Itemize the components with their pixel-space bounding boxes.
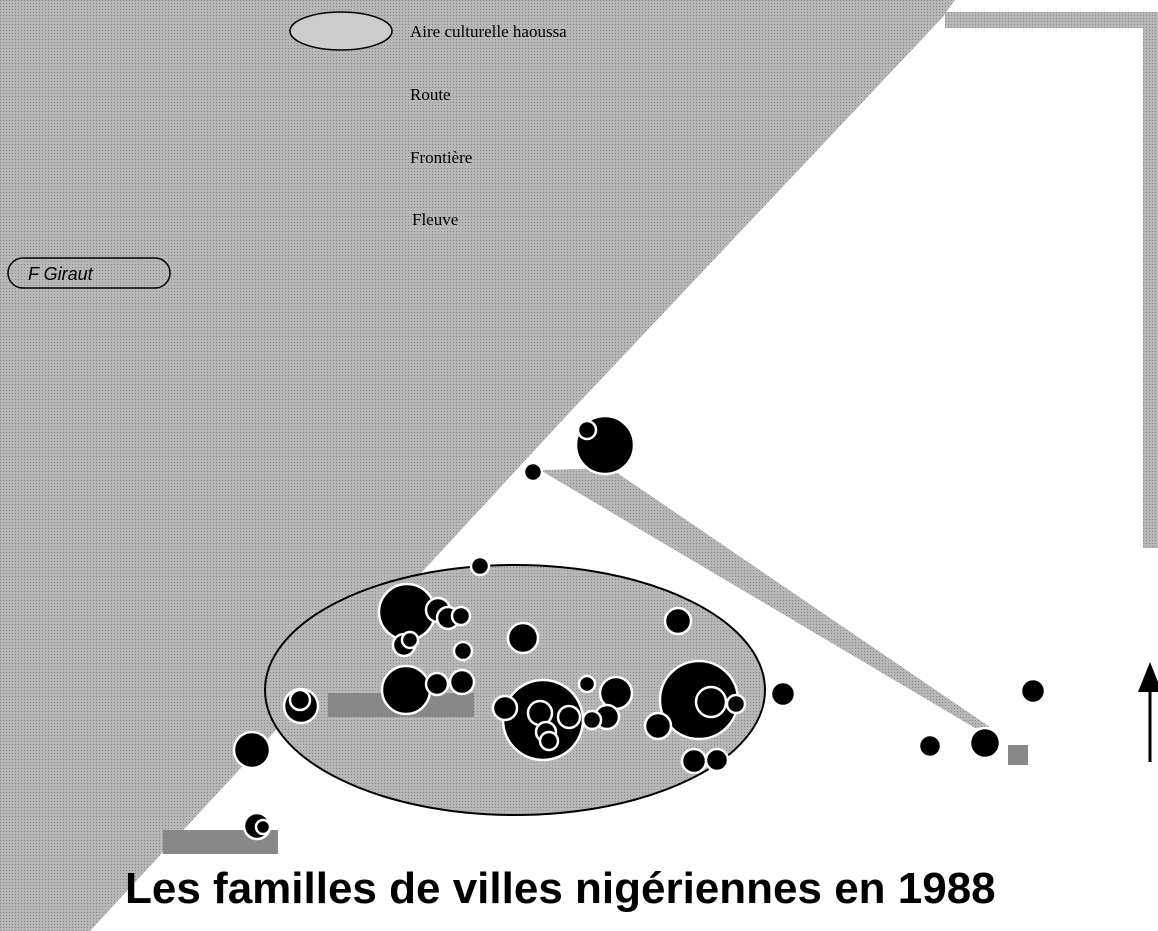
legend-label: Aire culturelle haoussa xyxy=(410,22,567,41)
road xyxy=(1008,745,1028,765)
frame xyxy=(945,12,1158,548)
cities xyxy=(232,414,1047,841)
legend-symbol xyxy=(289,11,393,51)
legend-label: Fleuve xyxy=(412,210,458,229)
region xyxy=(0,0,955,931)
map-title: Les familles de villes nigériennes en 19… xyxy=(125,864,996,913)
credit-box xyxy=(7,257,171,289)
road-wedge xyxy=(540,468,990,728)
credit: F Giraut xyxy=(28,264,94,284)
north-arrow-head xyxy=(1138,662,1158,692)
legend-label: Frontière xyxy=(410,148,472,167)
legend-label: Route xyxy=(410,85,451,104)
